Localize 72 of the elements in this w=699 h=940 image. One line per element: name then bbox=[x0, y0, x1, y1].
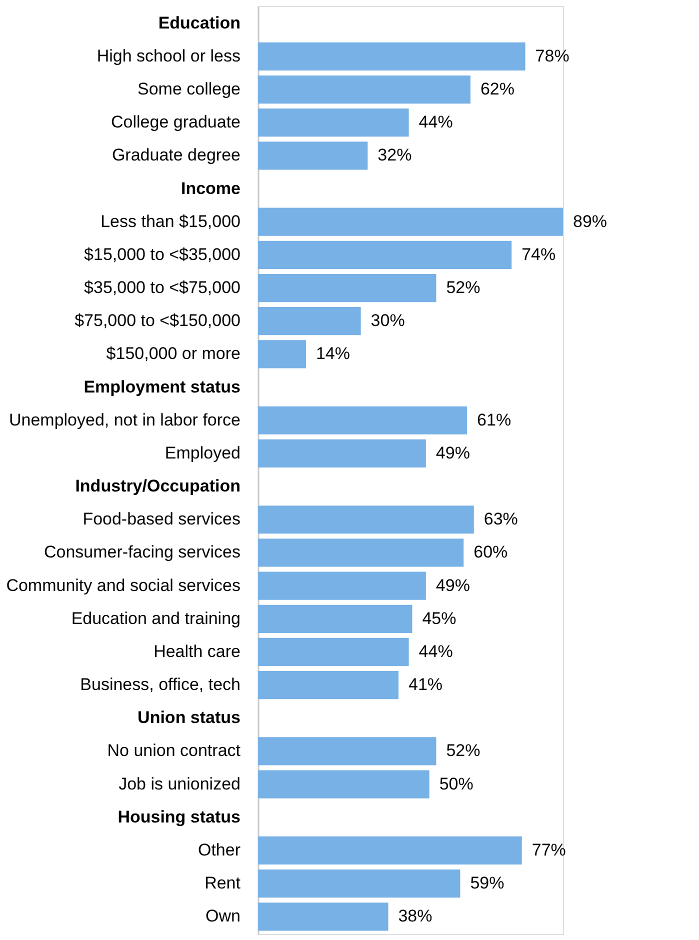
data-label: 44% bbox=[418, 112, 453, 132]
y-tick-label: $35,000 to <$75,000 bbox=[84, 278, 240, 298]
y-tick-label: No union contract bbox=[107, 741, 241, 760]
bar bbox=[258, 737, 436, 766]
data-label: 61% bbox=[477, 410, 512, 430]
y-tick-label: Consumer-facing services bbox=[44, 542, 240, 562]
bar bbox=[258, 670, 399, 700]
data-label: 30% bbox=[370, 311, 405, 330]
bar bbox=[258, 240, 512, 270]
y-tick-label: Housing status bbox=[118, 807, 240, 826]
data-label: 52% bbox=[446, 278, 480, 298]
y-tick-label: Union status bbox=[138, 708, 240, 728]
bar bbox=[258, 108, 409, 137]
y-tick-label: High school or less bbox=[96, 46, 240, 66]
bar bbox=[258, 142, 368, 170]
y-tick-label: College graduate bbox=[111, 112, 240, 132]
data-label: 62% bbox=[480, 80, 515, 99]
y-tick-label: Education and training bbox=[71, 608, 240, 628]
data-label: 74% bbox=[522, 244, 556, 264]
y-tick-label: Job is unionized bbox=[118, 774, 240, 794]
y-tick-label: Some college bbox=[137, 80, 240, 99]
bar bbox=[258, 902, 388, 931]
bar bbox=[258, 406, 468, 434]
data-label: 49% bbox=[436, 576, 470, 595]
y-tick-label: Other bbox=[198, 840, 241, 860]
y-tick-label: Income bbox=[180, 178, 240, 198]
data-label: 89% bbox=[573, 212, 608, 231]
y-tick-label: $75,000 to <$150,000 bbox=[74, 311, 240, 330]
data-label: 44% bbox=[418, 642, 453, 661]
data-label: 49% bbox=[436, 443, 470, 462]
data-label: 60% bbox=[474, 542, 508, 562]
bar bbox=[258, 75, 470, 104]
y-tick-label: Unemployed, not in labor force bbox=[8, 410, 240, 430]
data-label: 38% bbox=[398, 906, 432, 926]
bar bbox=[258, 208, 563, 236]
y-tick-label: Industry/Occupation bbox=[75, 476, 240, 496]
bar bbox=[258, 604, 412, 633]
bar bbox=[258, 274, 436, 302]
y-tick-label: Employment status bbox=[84, 377, 240, 396]
bar bbox=[258, 836, 522, 865]
data-label: 78% bbox=[535, 46, 570, 66]
bar bbox=[258, 307, 361, 336]
bar bbox=[258, 340, 306, 368]
y-tick-label: Health care bbox=[154, 642, 240, 661]
data-label: 52% bbox=[446, 741, 480, 760]
data-label: 77% bbox=[532, 840, 566, 860]
data-label: 32% bbox=[378, 146, 412, 165]
y-tick-label: Food-based services bbox=[82, 510, 240, 529]
y-tick-label: Own bbox=[206, 906, 240, 926]
bar bbox=[258, 439, 426, 468]
y-tick-label: $150,000 or more bbox=[106, 344, 240, 364]
data-label: 63% bbox=[484, 510, 518, 529]
y-tick-label: Rent bbox=[204, 874, 241, 893]
data-label: 50% bbox=[439, 774, 474, 794]
y-tick-label: Less than $15,000 bbox=[100, 212, 240, 231]
data-label: 45% bbox=[422, 608, 456, 628]
y-tick-label: Education bbox=[158, 13, 240, 32]
y-tick-label: Graduate degree bbox=[112, 146, 240, 165]
bar bbox=[258, 638, 409, 666]
bar bbox=[258, 572, 426, 600]
y-tick-label: Employed bbox=[164, 443, 240, 462]
bar bbox=[258, 538, 464, 567]
bar bbox=[258, 869, 460, 898]
bar bbox=[258, 770, 430, 798]
bar bbox=[258, 42, 526, 71]
data-label: 14% bbox=[316, 344, 350, 364]
y-tick-label: $15,000 to <$35,000 bbox=[84, 244, 240, 264]
data-label: 59% bbox=[470, 874, 504, 893]
y-tick-label: Community and social services bbox=[6, 576, 240, 595]
data-label: 41% bbox=[408, 675, 443, 694]
bar bbox=[258, 506, 474, 534]
y-tick-label: Business, office, tech bbox=[80, 675, 240, 694]
